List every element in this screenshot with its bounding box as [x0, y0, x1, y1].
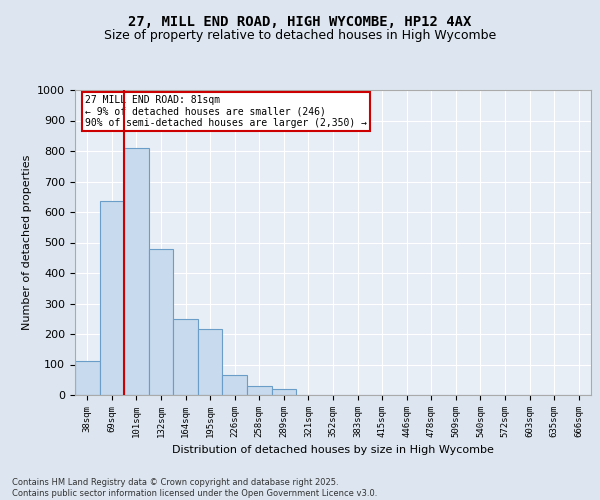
Bar: [100, 202, 124, 395]
Y-axis label: Number of detached properties: Number of detached properties: [22, 155, 32, 330]
Bar: [75, 362, 100, 395]
Bar: [173, 319, 198, 395]
Bar: [149, 248, 173, 395]
Bar: [247, 386, 272, 395]
Bar: [223, 375, 247, 395]
Bar: [198, 330, 223, 395]
Text: Contains HM Land Registry data © Crown copyright and database right 2025.
Contai: Contains HM Land Registry data © Crown c…: [12, 478, 377, 498]
Text: 27 MILL END ROAD: 81sqm
← 9% of detached houses are smaller (246)
90% of semi-de: 27 MILL END ROAD: 81sqm ← 9% of detached…: [85, 94, 367, 128]
Bar: [124, 148, 149, 395]
Text: Size of property relative to detached houses in High Wycombe: Size of property relative to detached ho…: [104, 30, 496, 43]
Text: 27, MILL END ROAD, HIGH WYCOMBE, HP12 4AX: 27, MILL END ROAD, HIGH WYCOMBE, HP12 4A…: [128, 16, 472, 30]
Bar: [272, 389, 296, 395]
X-axis label: Distribution of detached houses by size in High Wycombe: Distribution of detached houses by size …: [172, 446, 494, 456]
